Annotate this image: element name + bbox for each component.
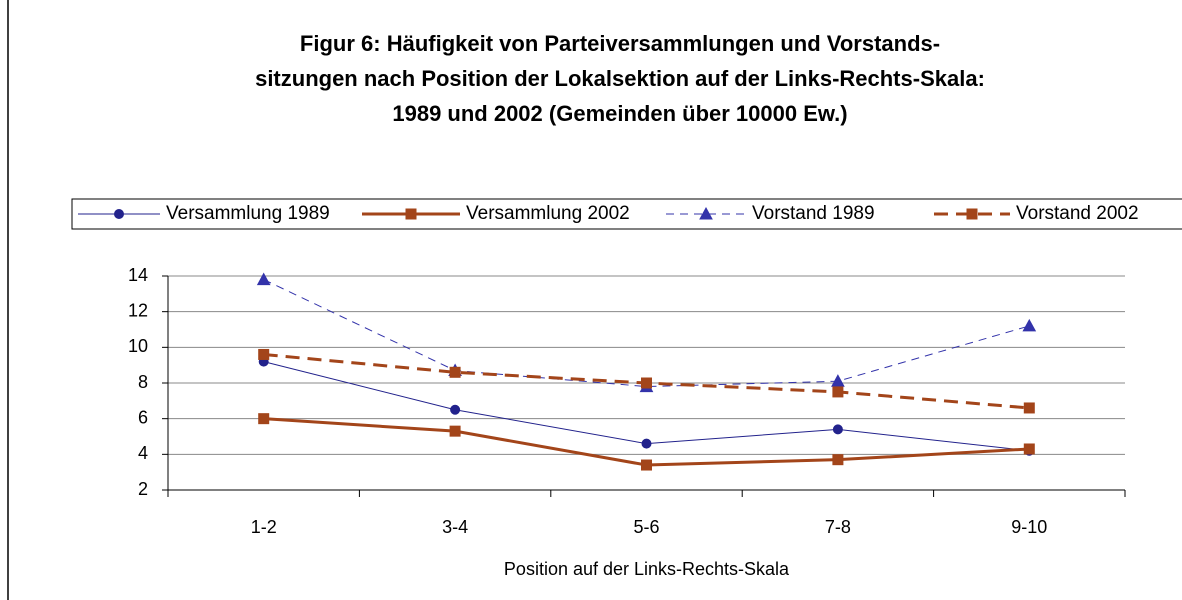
chart-title: sitzungen nach Position der Lokalsektion… bbox=[255, 66, 985, 91]
x-tick-label: 5-6 bbox=[633, 517, 659, 537]
y-tick-label: 10 bbox=[128, 336, 148, 356]
x-tick-label: 1-2 bbox=[251, 517, 277, 537]
point bbox=[450, 404, 461, 415]
legend-label: Versammlung 1989 bbox=[166, 203, 330, 224]
point bbox=[1023, 443, 1035, 455]
point bbox=[449, 425, 461, 437]
point bbox=[1023, 402, 1035, 414]
legend-label: Vorstand 1989 bbox=[752, 203, 875, 224]
point bbox=[641, 438, 652, 449]
legend-label: Vorstand 2002 bbox=[1016, 203, 1139, 224]
legend-label: Versammlung 2002 bbox=[466, 203, 630, 224]
chart-title: Figur 6: Häufigkeit von Parteiversammlun… bbox=[300, 31, 940, 56]
point bbox=[832, 386, 844, 398]
point bbox=[256, 272, 271, 286]
point bbox=[641, 377, 652, 389]
y-tick-label: 12 bbox=[128, 300, 148, 320]
point bbox=[832, 424, 843, 435]
legend-box bbox=[71, 198, 1182, 230]
y-tick-label: 14 bbox=[128, 265, 148, 285]
point bbox=[1022, 318, 1037, 332]
legend-marker bbox=[405, 208, 417, 220]
point bbox=[832, 454, 844, 466]
series-line bbox=[263, 279, 1030, 388]
legend-marker bbox=[966, 208, 978, 220]
point bbox=[831, 374, 845, 387]
x-tick-label: 3-4 bbox=[442, 517, 468, 537]
y-tick-label: 6 bbox=[138, 407, 148, 427]
y-tick-label: 2 bbox=[138, 479, 148, 499]
x-tick-label: 9-10 bbox=[1011, 517, 1047, 537]
point bbox=[641, 459, 652, 471]
chart-title: 1989 und 2002 (Gemeinden über 10000 Ew.) bbox=[392, 101, 847, 126]
x-tick-label: 7-8 bbox=[825, 517, 851, 537]
x-axis-label: Position auf der Links-Rechts-Skala bbox=[504, 559, 790, 579]
point bbox=[258, 413, 270, 425]
y-tick-label: 8 bbox=[138, 372, 148, 392]
legend-marker bbox=[699, 206, 713, 220]
point bbox=[258, 348, 270, 360]
legend-marker bbox=[114, 209, 124, 219]
chart-frame bbox=[7, 0, 1182, 600]
point bbox=[449, 366, 461, 378]
y-tick-label: 4 bbox=[138, 443, 148, 463]
